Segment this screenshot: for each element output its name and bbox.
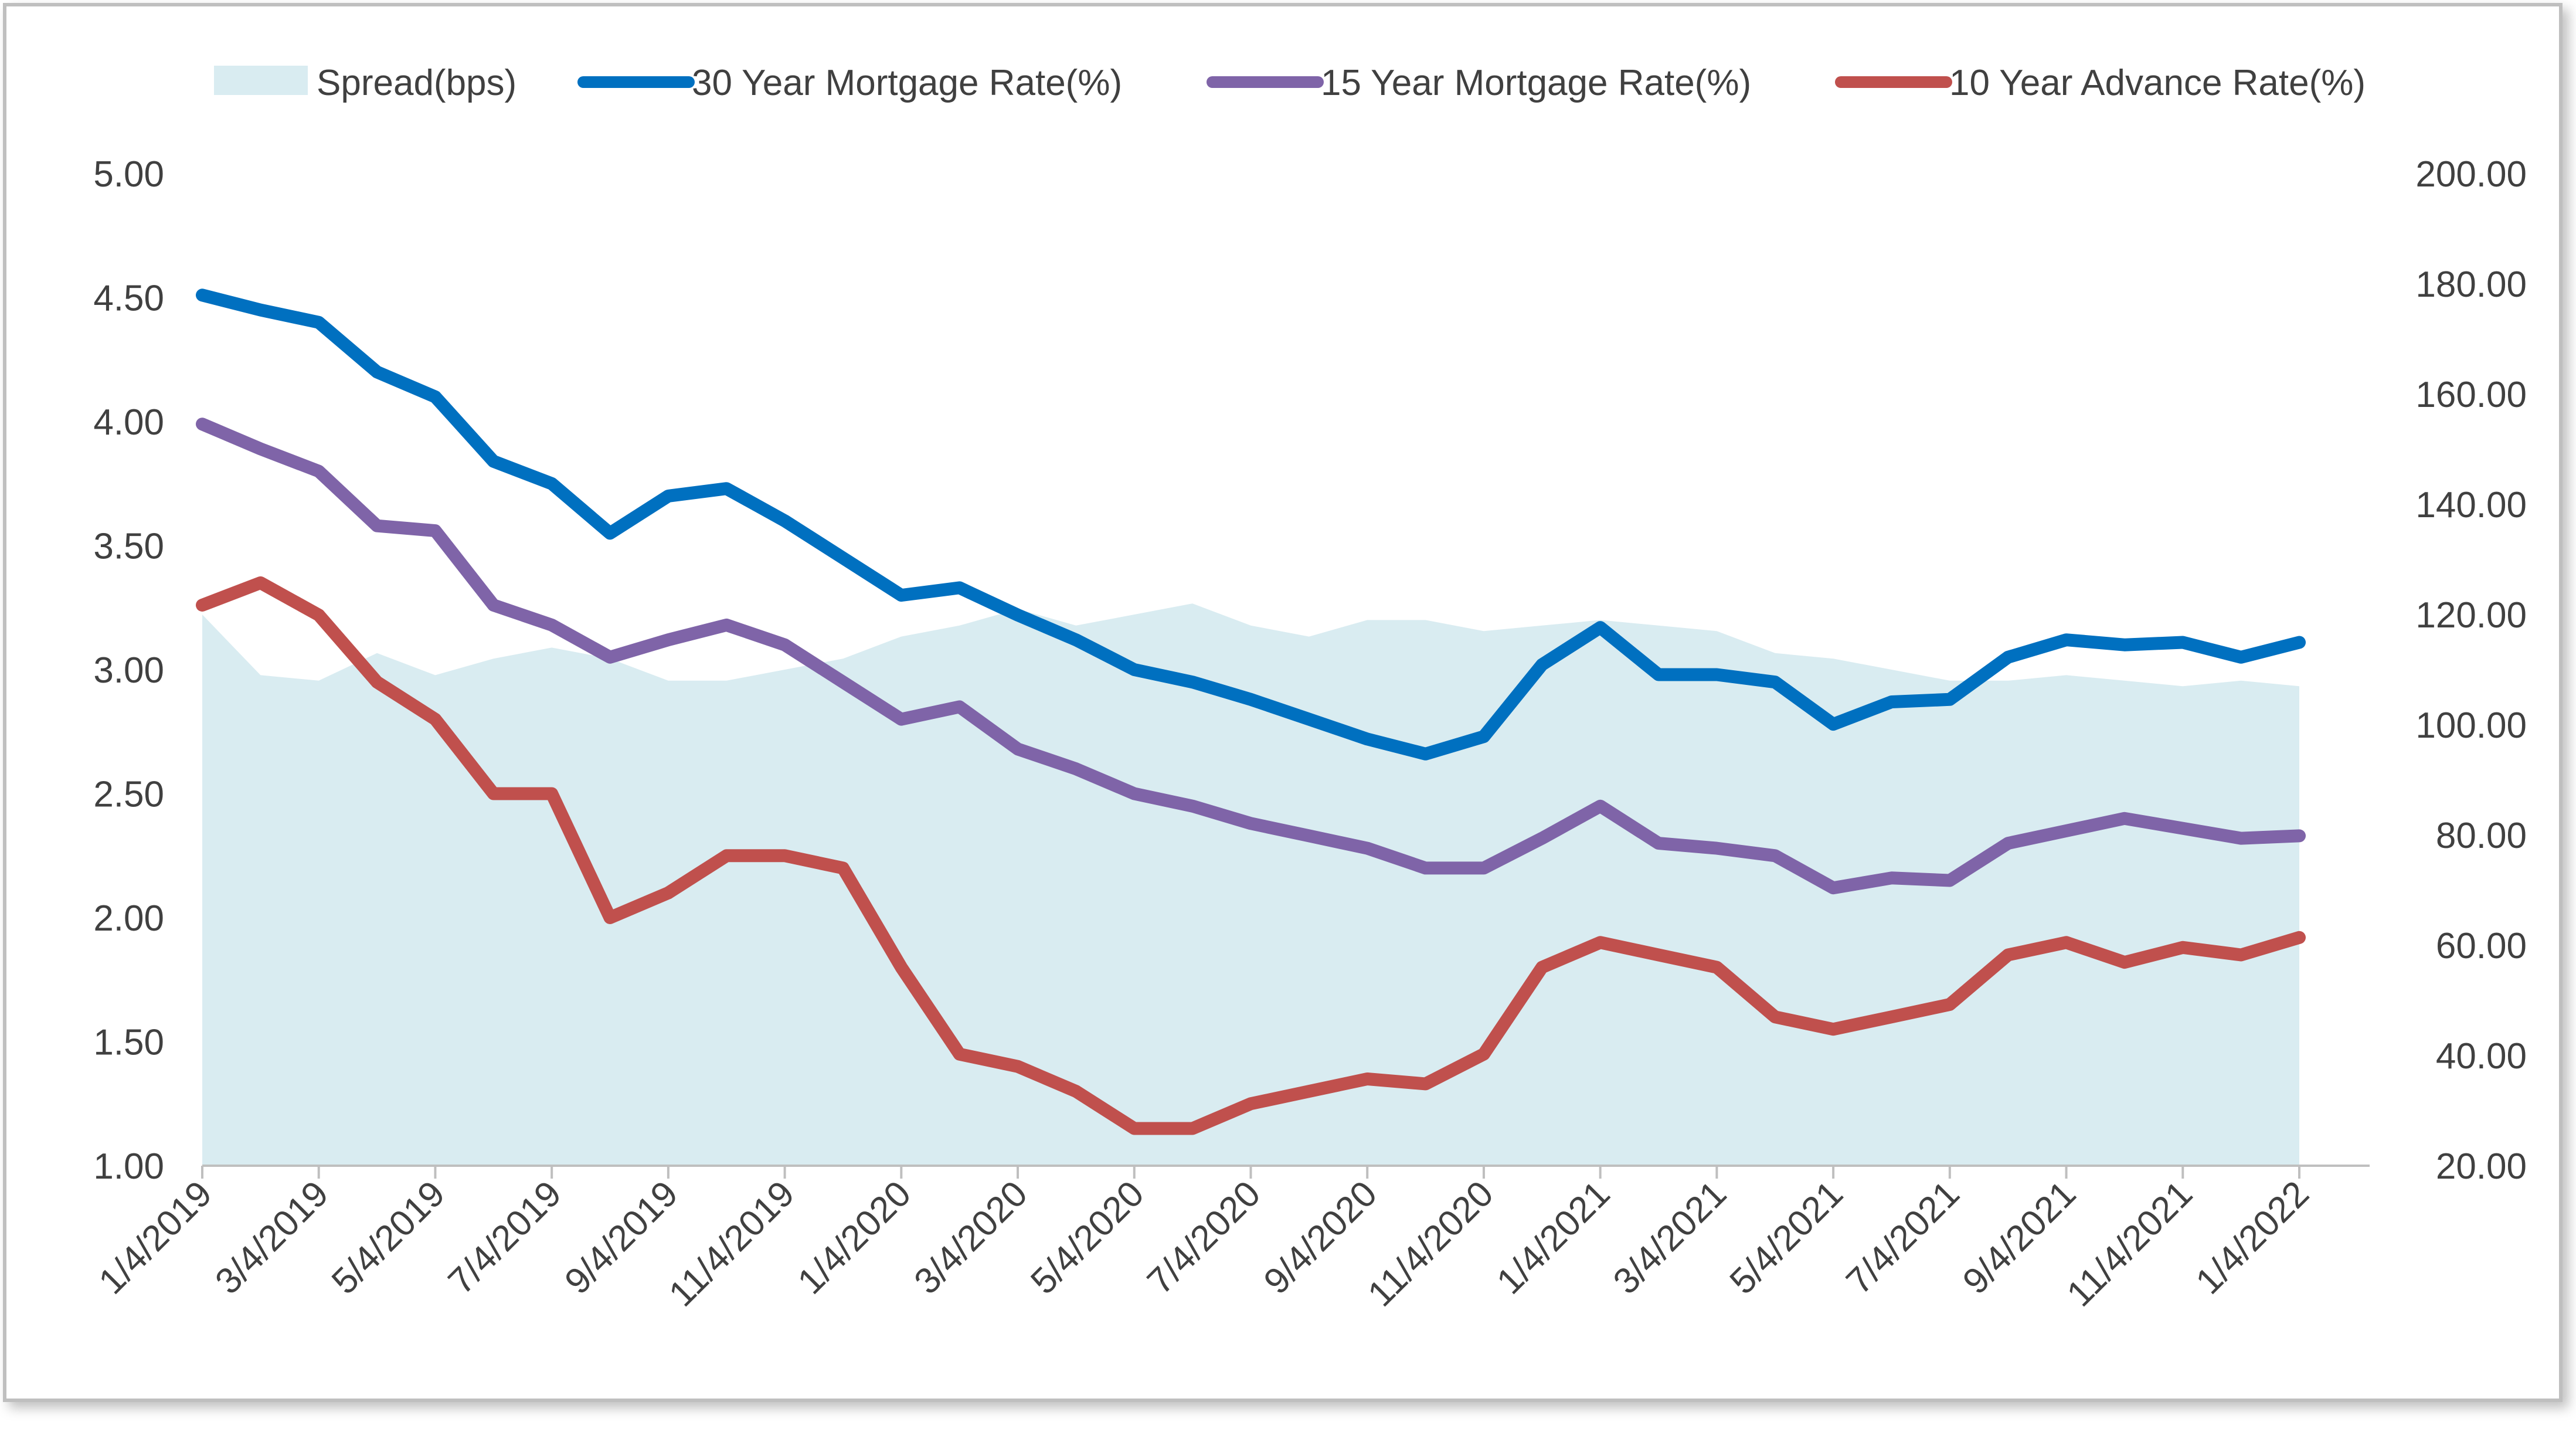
legend-rate-15yr-label: 15 Year Mortgage Rate(%)	[1321, 63, 1751, 103]
rate-15yr-line	[196, 418, 2306, 895]
y-right-tick-label: 80.00	[2436, 816, 2527, 856]
y-left-tick-label: 4.50	[93, 279, 164, 319]
y-left-tick-label: 3.00	[93, 650, 164, 691]
y-left-tick-label: 2.00	[93, 898, 164, 939]
lines-layer	[196, 288, 2306, 1135]
spread-area-layer	[202, 603, 2299, 1166]
legend: Spread(bps) 30 Year Mortgage Rate(%) 15 Ye…	[214, 63, 2366, 103]
y-right-tick-label: 160.00	[2415, 375, 2527, 415]
y-left-tick-label: 4.00	[93, 402, 164, 443]
y-right-tick-label: 180.00	[2415, 264, 2527, 305]
y-right-tick-label: 100.00	[2415, 705, 2527, 746]
y-right-tick-label: 120.00	[2415, 595, 2527, 636]
y-right-tick-label: 140.00	[2415, 485, 2527, 525]
y-left-tick-label: 3.50	[93, 527, 164, 567]
y-right-tick-label: 40.00	[2436, 1036, 2527, 1077]
rate-30yr-line	[196, 288, 2306, 761]
y-left-tick-label: 5.00	[93, 154, 164, 195]
advance-10yr-line	[196, 576, 2306, 1135]
legend-spread-label: Spread(bps)	[317, 63, 516, 103]
legend-spread-swatch	[214, 66, 308, 95]
y-left-tick-label: 2.50	[93, 775, 164, 815]
spread-area	[202, 603, 2299, 1166]
y-right-tick-label: 200.00	[2415, 154, 2527, 195]
y-left-tick-label: 1.50	[93, 1023, 164, 1063]
y-right-tick-label: 60.00	[2436, 926, 2527, 966]
legend-advance-10yr-label: 10 Year Advance Rate(%)	[1949, 63, 2366, 103]
legend-rate-30yr-label: 30 Year Mortgage Rate(%)	[692, 63, 1122, 103]
y-left-tick-label: 1.00	[93, 1146, 164, 1187]
y-right-tick-label: 20.00	[2436, 1146, 2527, 1187]
